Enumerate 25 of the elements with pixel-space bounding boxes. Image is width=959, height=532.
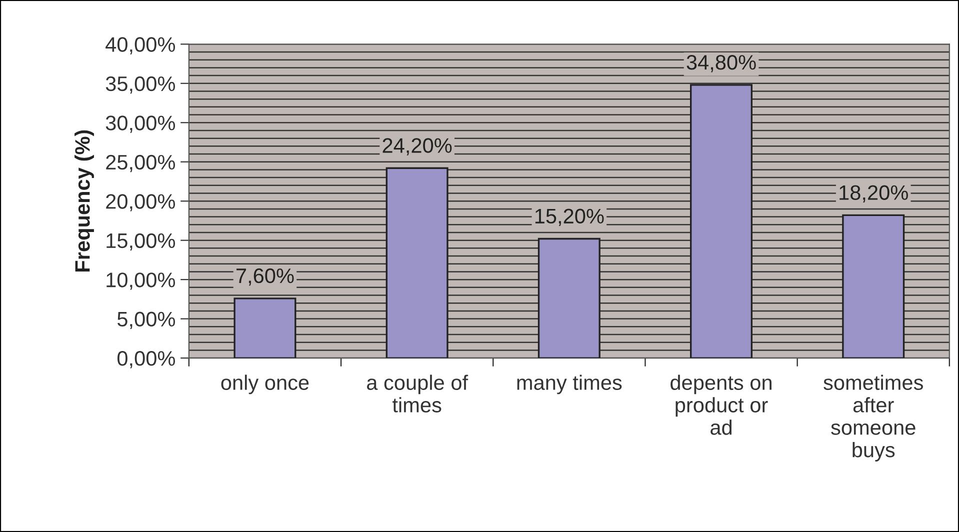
y-tick-label: 10,00% — [106, 272, 175, 290]
data-label: 34,80% — [686, 54, 756, 72]
bar — [234, 298, 296, 358]
x-tick-label: a couple of times — [366, 374, 468, 412]
data-label: 24,20% — [382, 138, 452, 156]
data-label: 18,20% — [840, 185, 908, 202]
x-tick-label: depents on product or ad — [670, 374, 772, 435]
y-tick-label: 20,00% — [106, 194, 175, 212]
y-tick-label: 0,00% — [117, 351, 175, 368]
data-label: 7,60% — [236, 268, 294, 286]
y-axis-title: Frequency (%) — [74, 130, 94, 272]
x-tick-label: many times — [517, 374, 622, 394]
x-tick-label: sometimes after someone buys — [824, 374, 923, 462]
bar — [842, 214, 905, 358]
bar — [690, 84, 753, 358]
y-tick-label: 30,00% — [106, 116, 175, 133]
y-tick-label: 5,00% — [117, 312, 175, 330]
y-tick-label: 25,00% — [106, 154, 175, 172]
y-tick-label: 35,00% — [106, 76, 175, 94]
bar — [538, 238, 600, 358]
bar — [386, 167, 448, 358]
x-tick-label: only once — [221, 374, 309, 394]
y-tick-label: 15,00% — [106, 233, 175, 251]
y-tick-label: 40,00% — [106, 37, 175, 54]
data-label: 15,20% — [535, 208, 604, 226]
